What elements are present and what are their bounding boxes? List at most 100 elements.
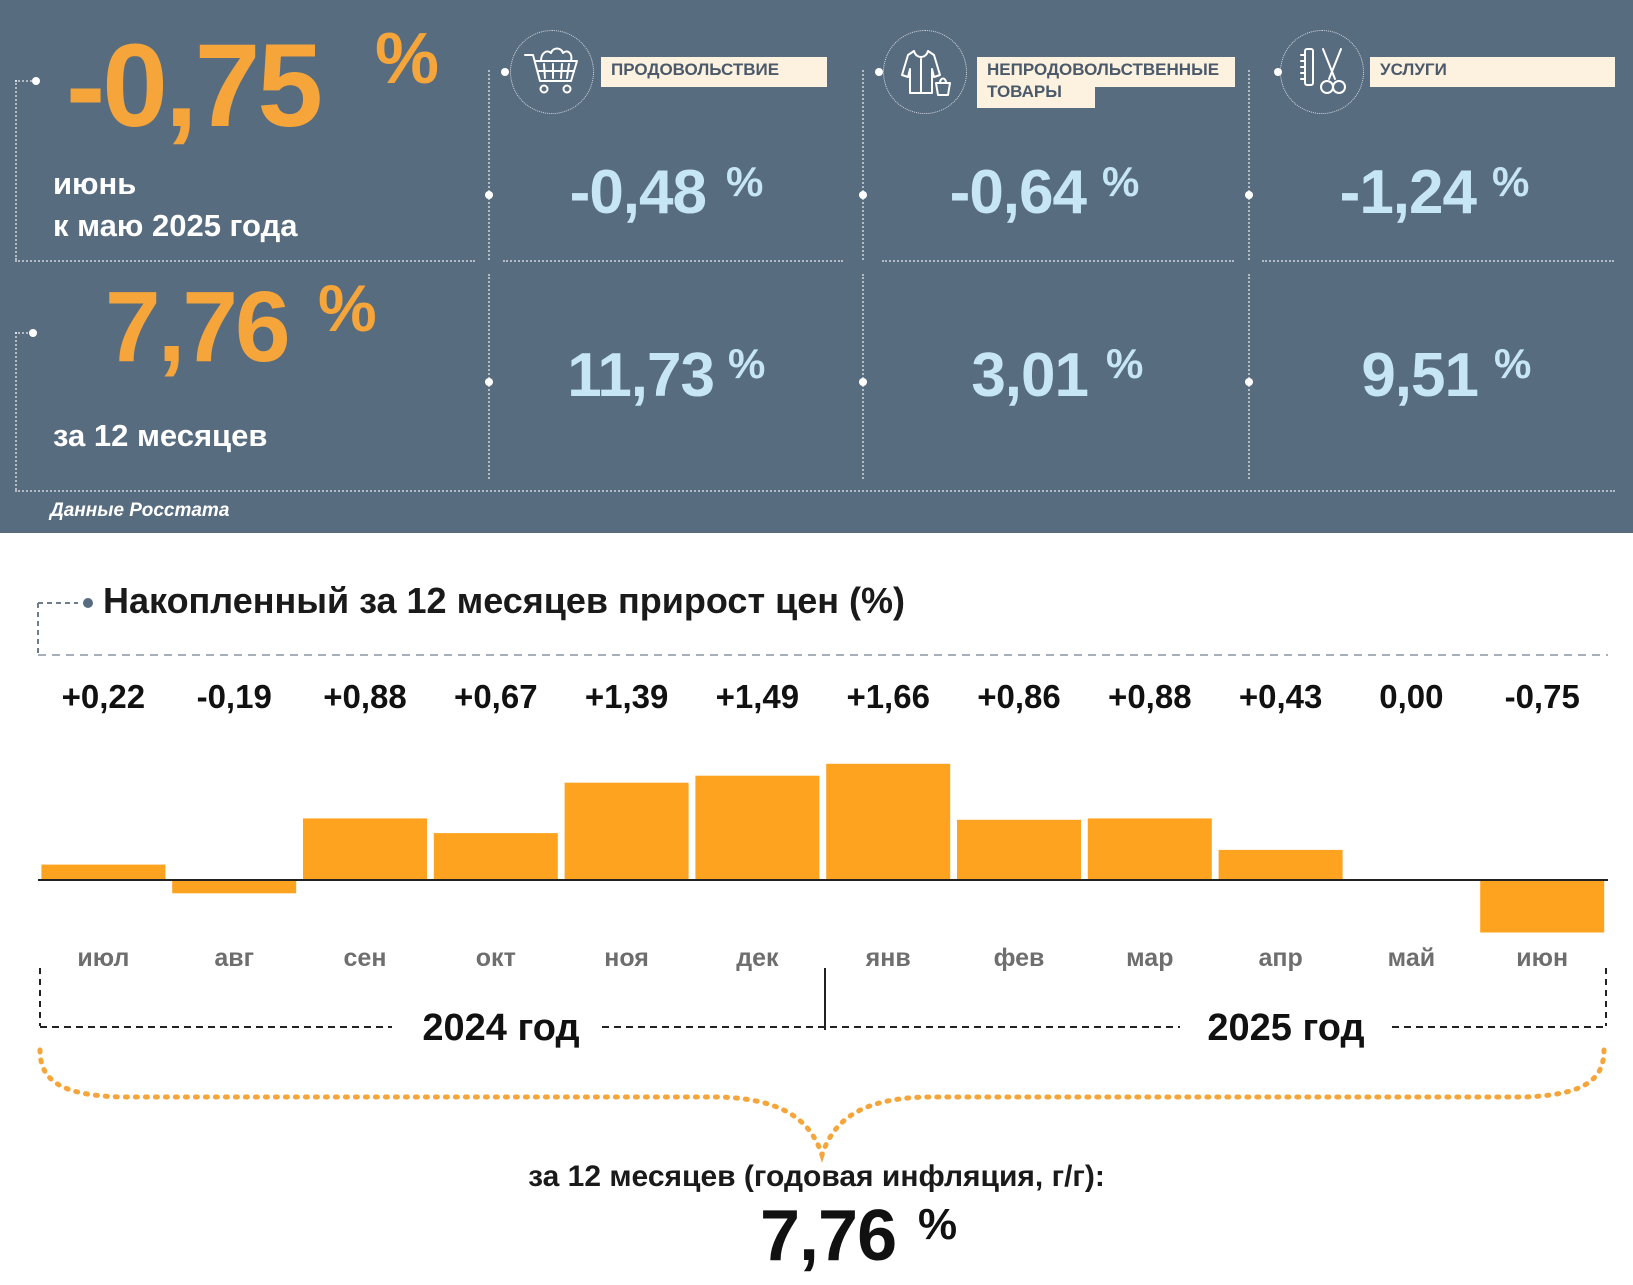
annual-summary-unit: %: [918, 1200, 958, 1249]
headline-annual-label: за 12 месяцев: [53, 418, 268, 453]
value-label-янв: +1,66: [846, 678, 930, 715]
headline-monthly-value: -0,75: [66, 20, 323, 152]
connector-dot: [485, 378, 493, 386]
divider: [1248, 70, 1250, 260]
services-annual-value: 9,51: [1361, 341, 1479, 410]
bar-окт: [433, 833, 558, 880]
brace: [37, 1047, 1607, 1164]
month-label-авг: авг: [214, 944, 254, 972]
connector-dot: [875, 68, 883, 76]
connector-dot: [501, 68, 509, 76]
divider: [488, 70, 490, 260]
connector-dot: [29, 329, 37, 337]
month-label-мар: мар: [1126, 944, 1173, 972]
divider: [488, 274, 490, 479]
divider: [15, 332, 17, 490]
annual-summary-value: 7,76: [760, 1196, 897, 1276]
bar-июл: [41, 864, 166, 880]
divider: [15, 332, 35, 334]
annual-summary-label: за 12 месяцев (годовая инфляция, г/г):: [528, 1160, 1105, 1193]
scissors-comb-icon: [1280, 30, 1364, 114]
nonfood-annual-value: 3,01: [971, 341, 1089, 410]
connector-dot: [1245, 191, 1253, 199]
month-label-апр: апр: [1258, 944, 1302, 972]
services-monthly-unit: %: [1492, 158, 1530, 205]
month-label-окт: окт: [476, 944, 516, 972]
food-annual-unit: %: [728, 340, 766, 387]
value-label-сен: +0,88: [323, 678, 407, 715]
value-label-дек: +1,49: [716, 678, 800, 715]
value-label-апр: +0,43: [1239, 678, 1323, 715]
month-label-июн: июн: [1516, 944, 1568, 972]
month-label-дек: дек: [736, 944, 779, 972]
value-label-фев: +0,86: [977, 678, 1061, 715]
value-label-окт: +0,67: [454, 678, 538, 715]
divider: [882, 260, 1234, 262]
month-label-group: июл авг сен окт ноя дек янв фев мар апр май июн: [77, 944, 1568, 972]
headline-monthly-label-line2: к маю 2025 года: [53, 208, 298, 243]
services-monthly-value: -1,24: [1339, 158, 1477, 227]
category-label-nonfood: НЕПРОДОВОЛЬСТВЕННЫЕ: [977, 57, 1235, 87]
bar-мар: [1087, 818, 1212, 880]
category-label-services: УСЛУГИ: [1370, 57, 1615, 87]
divider: [15, 80, 35, 82]
value-label-май: 0,00: [1379, 678, 1443, 715]
headline-monthly-unit: %: [375, 19, 440, 99]
headline-monthly-label-line1: июнь: [53, 166, 137, 201]
divider: [15, 490, 1615, 492]
divider: [503, 260, 843, 262]
headline-annual-unit: %: [318, 271, 377, 345]
connector-dot: [32, 77, 40, 85]
divider: [862, 70, 864, 260]
food-monthly-unit: %: [726, 158, 764, 205]
connector-dot: [1274, 68, 1282, 76]
connector-dot: [859, 191, 867, 199]
year-label-2024: 2024 год: [422, 1007, 579, 1049]
divider: [15, 80, 17, 260]
divider: [1262, 260, 1614, 262]
bar-ноя: [564, 782, 689, 880]
bar-апр: [1218, 849, 1343, 880]
bar-сен: [303, 818, 427, 880]
year-label-2025: 2025 год: [1207, 1007, 1364, 1049]
divider: [862, 274, 864, 479]
connector-dot: [1245, 378, 1253, 386]
food-monthly-value: -0,48: [569, 158, 707, 227]
chart-title: Накопленный за 12 месяцев прирост цен (%…: [103, 580, 905, 621]
bar-group: [41, 763, 1605, 933]
bar-фев: [957, 819, 1081, 880]
month-label-май: май: [1388, 944, 1435, 972]
value-label-group: +0,22 -0,19 +0,88 +0,67 +1,39 +1,49 +1,66 +0,86…: [62, 678, 1580, 715]
value-label-июн: -0,75: [1505, 678, 1580, 715]
connector-dot: [485, 191, 493, 199]
category-label-food: ПРОДОВОЛЬСТВИЕ: [601, 57, 827, 87]
nonfood-monthly-unit: %: [1102, 158, 1140, 205]
value-label-авг: -0,19: [197, 678, 272, 715]
nonfood-annual-unit: %: [1106, 340, 1144, 387]
bar-дек: [695, 775, 820, 880]
food-annual-value: 11,73: [567, 341, 715, 410]
month-label-ноя: ноя: [604, 944, 649, 972]
bar-янв: [826, 763, 951, 880]
nonfood-monthly-value: -0,64: [949, 158, 1087, 227]
month-label-фев: фев: [994, 944, 1045, 972]
divider: [15, 260, 475, 262]
value-label-июл: +0,22: [62, 678, 146, 715]
divider: [1248, 274, 1250, 479]
month-label-июл: июл: [77, 944, 129, 972]
connector-dot: [859, 378, 867, 386]
category-label-nonfood-line2: ТОВАРЫ: [977, 82, 1095, 108]
shopping-cart-icon: [510, 30, 594, 114]
headline-annual-value: 7,76: [105, 271, 291, 383]
bar-авг: [172, 880, 297, 894]
month-label-янв: янв: [865, 944, 911, 972]
bar-июн: [1480, 880, 1605, 933]
summary-panel: -0,75 % июнь к маю 2025 года 7,76 % за 1…: [0, 0, 1633, 533]
clothing-icon: [883, 30, 967, 114]
value-label-ноя: +1,39: [585, 678, 669, 715]
month-label-сен: сен: [344, 944, 387, 972]
value-label-мар: +0,88: [1108, 678, 1192, 715]
services-annual-unit: %: [1494, 340, 1532, 387]
source-note: Данные Росстата: [50, 500, 230, 521]
